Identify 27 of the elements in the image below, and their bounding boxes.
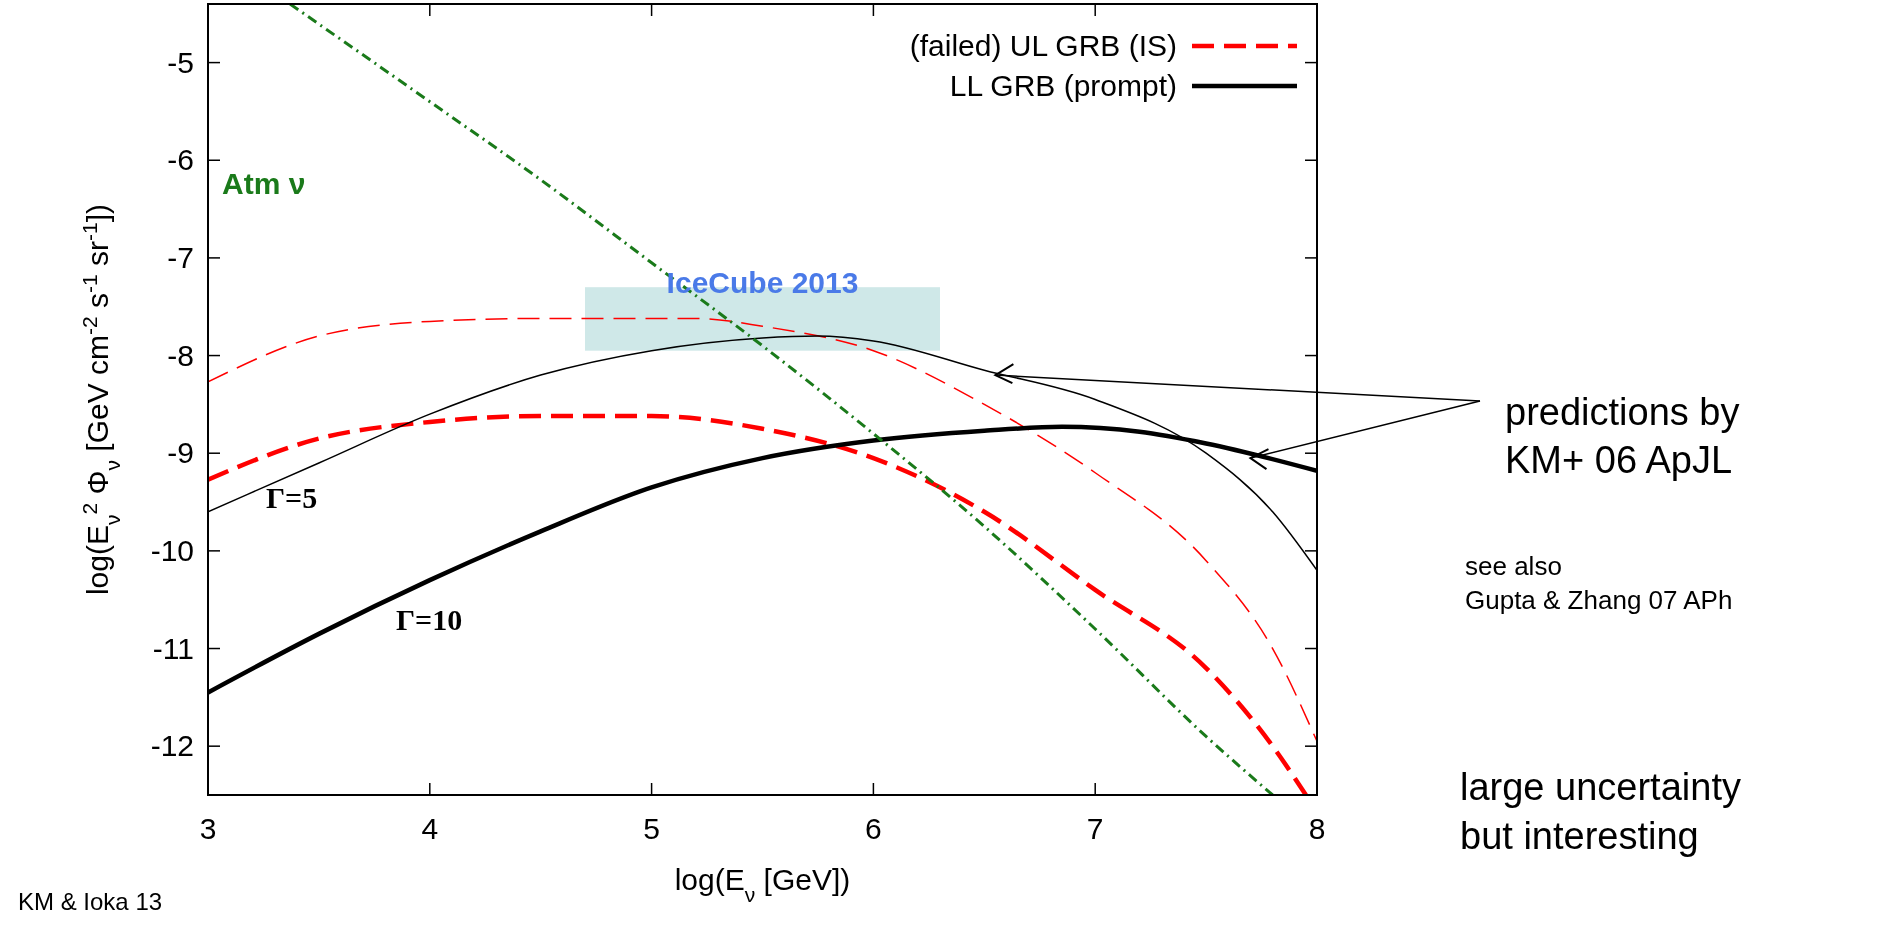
line-series [208,317,1317,743]
text: Atm ν [222,167,306,200]
text: see also Gupta & Zhang 07 APh [1465,551,1733,615]
x-axis-title: log(E$_{ν}$ [GeV]) [674,863,851,906]
annotation: Γ=5 [266,481,318,514]
y-tick-label: -6 [167,143,194,177]
annotation: Γ=10 [396,603,463,636]
x-tick-label: 7 [1086,812,1104,845]
x-tick-label: 8 [1308,812,1326,845]
x-tick-label: 4 [421,812,439,845]
text: KM & Ioka 13 [18,888,163,915]
y-tick-label: -7 [167,240,194,274]
x-tick-label: 5 [643,812,660,845]
y-tick-label: -12 [150,729,194,763]
x-tick-label: 6 [865,812,882,845]
y-tick-label: -11 [152,631,194,665]
y-tick-label: -5 [167,45,194,79]
annotation: predictions by KM+ 06 ApJL [1505,391,1740,481]
y-tick-label: -10 [150,533,194,567]
x-tick-label: 3 [199,812,217,845]
text: large uncertainty but interesting [1460,766,1741,858]
legend-label: (failed) UL GRB (IS) [909,29,1177,62]
y-tick-label: -9 [167,436,194,470]
legend-label: LL GRB (prompt) [949,69,1177,102]
y-tick-label: -8 [167,338,194,372]
series-label: IceCube 2013 [666,266,859,300]
line-series [208,413,1309,795]
